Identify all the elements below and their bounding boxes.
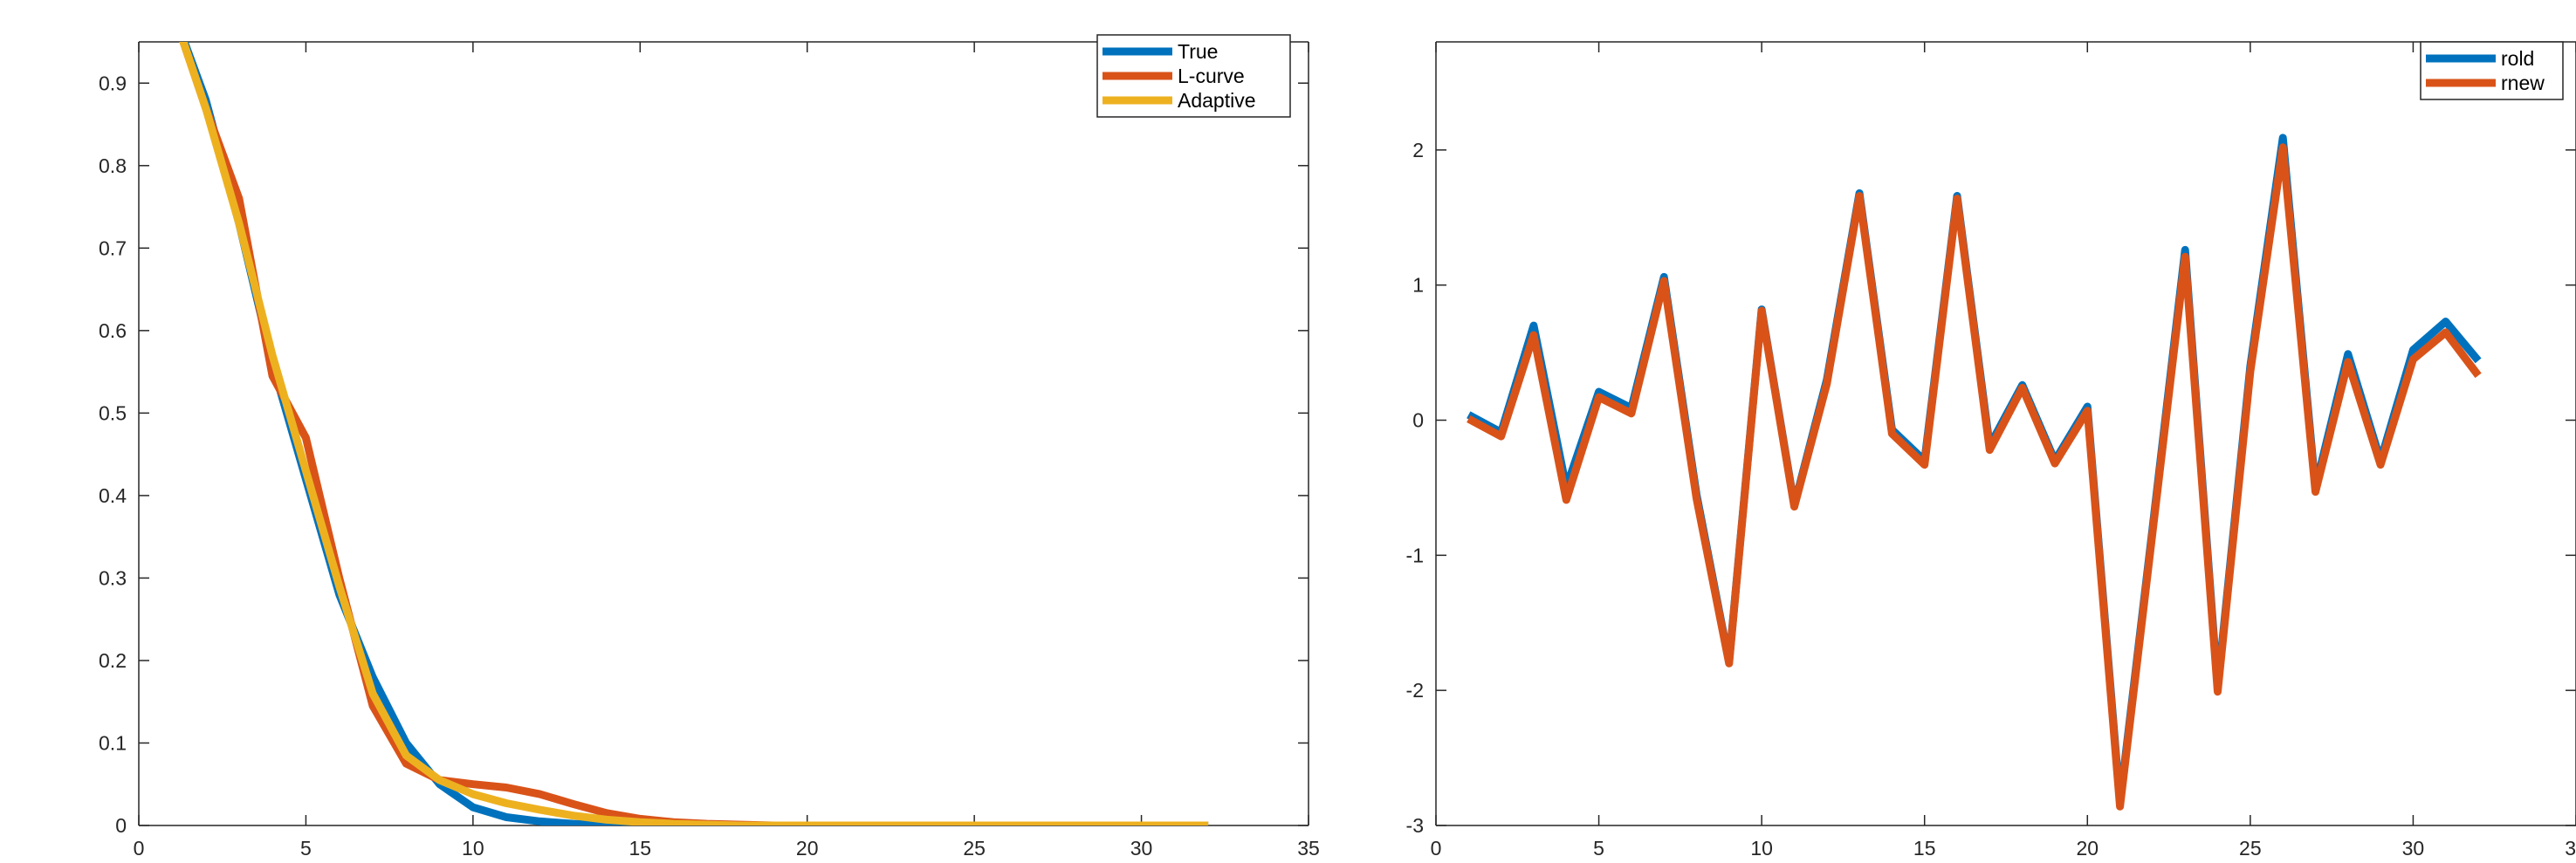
y-tick-label: 0 bbox=[1412, 409, 1424, 432]
y-tick-label: -1 bbox=[1406, 544, 1424, 566]
x-tick-label: 25 bbox=[2239, 837, 2262, 860]
series-line-true bbox=[180, 42, 1209, 825]
y-tick-label: 0.8 bbox=[99, 154, 127, 177]
x-tick-label: 5 bbox=[1593, 837, 1604, 860]
x-tick-label: 10 bbox=[462, 837, 484, 860]
x-tick-label: 30 bbox=[2402, 837, 2425, 860]
x-tick-label: 5 bbox=[300, 837, 312, 860]
y-tick-label: 0.4 bbox=[99, 484, 127, 507]
series-line-rnew bbox=[1467, 143, 2482, 811]
y-tick-label: 0.6 bbox=[99, 319, 127, 342]
x-tick-label: 15 bbox=[629, 837, 651, 860]
series-line-rold bbox=[1467, 134, 2482, 807]
y-tick-label: 0.3 bbox=[99, 566, 127, 589]
legend-label-l-curve: L-curve bbox=[1178, 65, 1245, 87]
legend-label-adaptive: Adaptive bbox=[1178, 89, 1256, 112]
y-tick-label: 0.2 bbox=[99, 649, 127, 672]
legend-label-true: True bbox=[1178, 40, 1218, 63]
x-tick-label: 0 bbox=[134, 837, 145, 860]
right-chart: -3-2-101205101520253035roldrnew bbox=[1406, 41, 2576, 860]
series-line-adaptive bbox=[179, 42, 1209, 825]
y-tick-label: -2 bbox=[1406, 679, 1424, 702]
legend-box bbox=[2420, 41, 2564, 100]
x-tick-label: 0 bbox=[1431, 837, 1442, 860]
x-tick-label: 20 bbox=[2076, 837, 2099, 860]
y-tick-label: 0.9 bbox=[99, 72, 127, 94]
x-tick-label: 35 bbox=[1297, 837, 1320, 860]
y-tick-label: 0.5 bbox=[99, 401, 127, 424]
x-tick-label: 15 bbox=[1913, 837, 1936, 860]
x-tick-label: 30 bbox=[1130, 837, 1153, 860]
y-tick-label: 0.7 bbox=[99, 236, 127, 259]
x-tick-label: 25 bbox=[963, 837, 986, 860]
left-chart: 0 0.1 0.2 0.3 0.4 0.5 0.6 0.7 0.8 0.9 0 5 10 15 20 25 30… bbox=[99, 34, 1320, 860]
x-tick-label: 35 bbox=[2565, 837, 2576, 860]
y-tick-label: -3 bbox=[1406, 814, 1424, 837]
x-tick-label: 10 bbox=[1750, 837, 1773, 860]
y-tick-label: 0.1 bbox=[99, 731, 127, 754]
legend-label-rnew: rnew bbox=[2501, 72, 2545, 94]
y-tick-label: 0 bbox=[115, 814, 127, 837]
legend-label-rold: rold bbox=[2501, 47, 2534, 70]
series-line-l-curve bbox=[179, 42, 1209, 825]
y-tick-label: 1 bbox=[1412, 274, 1424, 297]
x-tick-label: 20 bbox=[796, 837, 819, 860]
y-tick-label: 2 bbox=[1412, 139, 1424, 161]
